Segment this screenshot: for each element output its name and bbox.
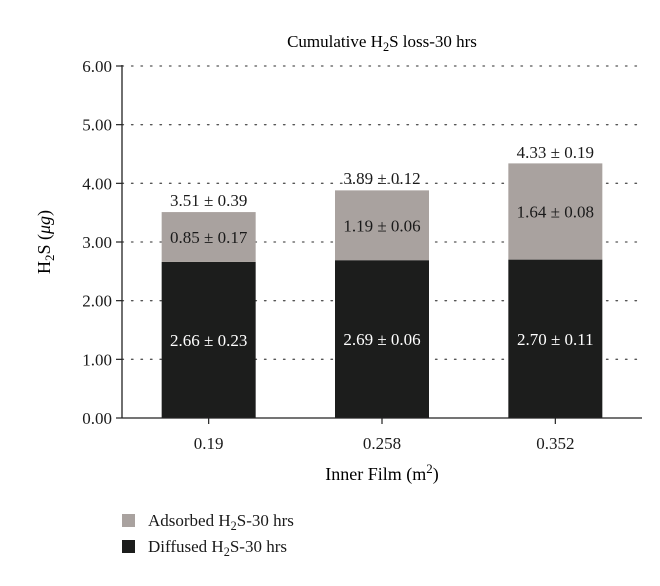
legend-swatch xyxy=(122,540,135,553)
y-tick-label: 5.00 xyxy=(82,116,112,135)
bar-segment xyxy=(335,190,429,261)
segment-label: 2.66 ± 0.23 xyxy=(170,331,247,350)
y-tick-label: 3.00 xyxy=(82,233,112,252)
segment-label: 1.64 ± 0.08 xyxy=(517,202,594,221)
legend-label-part: S-30 hrs xyxy=(230,537,287,556)
bar-segment xyxy=(161,212,256,262)
y-tick-label: 2.00 xyxy=(82,292,112,311)
segment-label: 2.69 ± 0.06 xyxy=(343,330,420,349)
x-tick-label: 0.19 xyxy=(194,434,224,453)
y-tick-label: 6.00 xyxy=(82,57,112,76)
bar-segment xyxy=(335,260,429,418)
legend-label: Adsorbed H2S-30 hrs xyxy=(148,511,294,533)
legend-label-subscript: 2 xyxy=(231,519,237,533)
y-tick-label: 1.00 xyxy=(82,350,112,369)
segment-label: 2.70 ± 0.11 xyxy=(517,330,594,349)
chart-title: Cumulative H2S loss-30 hrs xyxy=(287,32,477,54)
legend-swatch xyxy=(122,514,135,527)
bars: 2.66 ± 0.23 0.85 ± 0.17 3.51 ± 0.39 2.69 ± … xyxy=(161,143,603,418)
y-axis-label: H2S (μg) xyxy=(34,210,57,274)
bar-segment xyxy=(508,163,603,260)
total-label: 4.33 ± 0.19 xyxy=(517,143,594,162)
legend-label-part: Diffused H xyxy=(148,537,224,556)
legend-label: Diffused H2S-30 hrs xyxy=(148,537,287,559)
legend-label-part: Adsorbed H xyxy=(148,511,231,530)
legend-label-subscript: 2 xyxy=(224,545,230,559)
axes: 0.00 1.00 2.00 3.00 4.00 5.00 6.00 0.19 0.258 0.3… xyxy=(82,57,642,453)
segment-label: 1.19 ± 0.06 xyxy=(343,216,420,235)
bar-segment xyxy=(161,261,256,418)
x-axis-label: Inner Film (m2) xyxy=(325,461,438,485)
y-tick-label: 0.00 xyxy=(82,409,112,428)
total-label: 3.89 ± 0.12 xyxy=(343,169,420,188)
bar-segment xyxy=(508,259,603,418)
legend-label-part: S-30 hrs xyxy=(237,511,294,530)
y-tick-label: 4.00 xyxy=(82,174,112,193)
total-label: 3.51 ± 0.39 xyxy=(170,191,247,210)
x-tick-label: 0.352 xyxy=(536,434,574,453)
x-tick-label: 0.258 xyxy=(363,434,401,453)
segment-label: 0.85 ± 0.17 xyxy=(170,228,248,247)
